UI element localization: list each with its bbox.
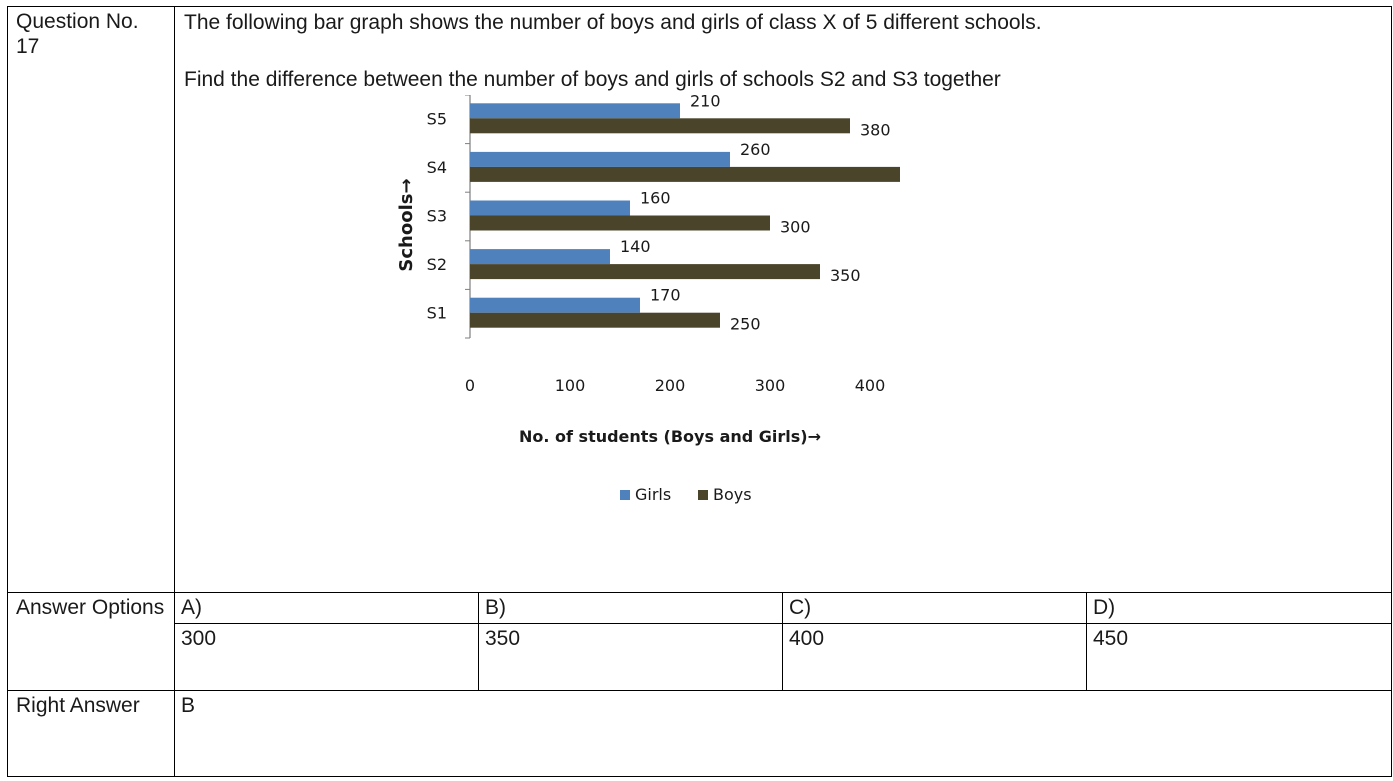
- bar-boys-s2: [470, 264, 820, 280]
- bar-girls-s3: [470, 200, 630, 216]
- data-label-boys-s1: 250: [730, 315, 761, 334]
- bar-boys-s5: [470, 118, 850, 134]
- bar-girls-s5: [470, 103, 680, 119]
- y-axis-title: Schools→: [396, 178, 417, 271]
- bar-chart: S1170250S2140350S3160300S4260440S5210380…: [396, 95, 900, 504]
- legend-swatch-boys: [698, 490, 708, 500]
- answer-letters-row: Answer Options A) B) C) D): [7, 592, 1393, 691]
- category-label: S3: [427, 207, 447, 226]
- data-label-boys-s3: 300: [780, 218, 811, 237]
- option-value-a[interactable]: 300: [174, 623, 479, 691]
- bar-boys-s4: [470, 166, 900, 182]
- question-table: Question No. 17 The following bar graph …: [7, 6, 1393, 777]
- x-tick-label: 100: [555, 376, 586, 395]
- data-label-boys-s5: 380: [860, 120, 891, 139]
- x-tick-label: 0: [465, 376, 475, 395]
- data-label-girls-s3: 160: [640, 189, 671, 208]
- data-label-girls-s5: 210: [690, 95, 721, 110]
- question-row: Question No. 17 The following bar graph …: [7, 6, 1393, 593]
- answer-values-row: 300 350 400 450: [8, 623, 1393, 691]
- right-answer-label: Right Answer: [7, 690, 175, 777]
- chart-container: S1170250S2140350S3160300S4260440S5210380…: [175, 95, 1391, 555]
- legend-label-boys: Boys: [713, 485, 752, 504]
- bar-boys-s3: [470, 215, 770, 231]
- right-answer-value: B: [173, 690, 1393, 777]
- data-label-girls-s2: 140: [620, 237, 651, 256]
- bar-boys-s1: [470, 312, 720, 328]
- bar-girls-s2: [470, 249, 610, 265]
- data-label-girls-s4: 260: [740, 140, 771, 159]
- question-number-label: Question No. 17: [7, 6, 175, 593]
- option-value-b[interactable]: 350: [478, 623, 783, 691]
- legend-label-girls: Girls: [635, 485, 671, 504]
- x-tick-label: 400: [855, 376, 886, 395]
- question-statement: The following bar graph shows the number…: [184, 11, 1042, 34]
- option-value-d[interactable]: 450: [1085, 623, 1393, 691]
- question-content: The following bar graph shows the number…: [173, 6, 1393, 593]
- x-axis-title: No. of students (Boys and Girls)→: [519, 427, 821, 446]
- right-answer-row: Right Answer B: [7, 690, 1393, 777]
- x-tick-label: 200: [655, 376, 686, 395]
- category-label: S2: [427, 255, 447, 274]
- option-letter-d: D): [1085, 592, 1393, 624]
- bar-girls-s1: [470, 297, 640, 313]
- option-letter-c: C): [782, 592, 1087, 624]
- question-prompt: Find the difference between the number o…: [184, 68, 1001, 91]
- bar-girls-s4: [470, 151, 730, 167]
- category-label: S4: [427, 158, 447, 177]
- option-letter-a: A): [174, 592, 479, 624]
- category-label: S1: [427, 304, 447, 323]
- data-label-girls-s1: 170: [650, 286, 681, 305]
- option-value-c[interactable]: 400: [782, 623, 1087, 691]
- option-letter-b: B): [478, 592, 783, 624]
- legend-swatch-girls: [620, 490, 630, 500]
- category-label: S5: [427, 109, 447, 128]
- answer-options-label: Answer Options: [7, 592, 175, 691]
- data-label-boys-s2: 350: [830, 266, 861, 285]
- x-tick-label: 300: [755, 376, 786, 395]
